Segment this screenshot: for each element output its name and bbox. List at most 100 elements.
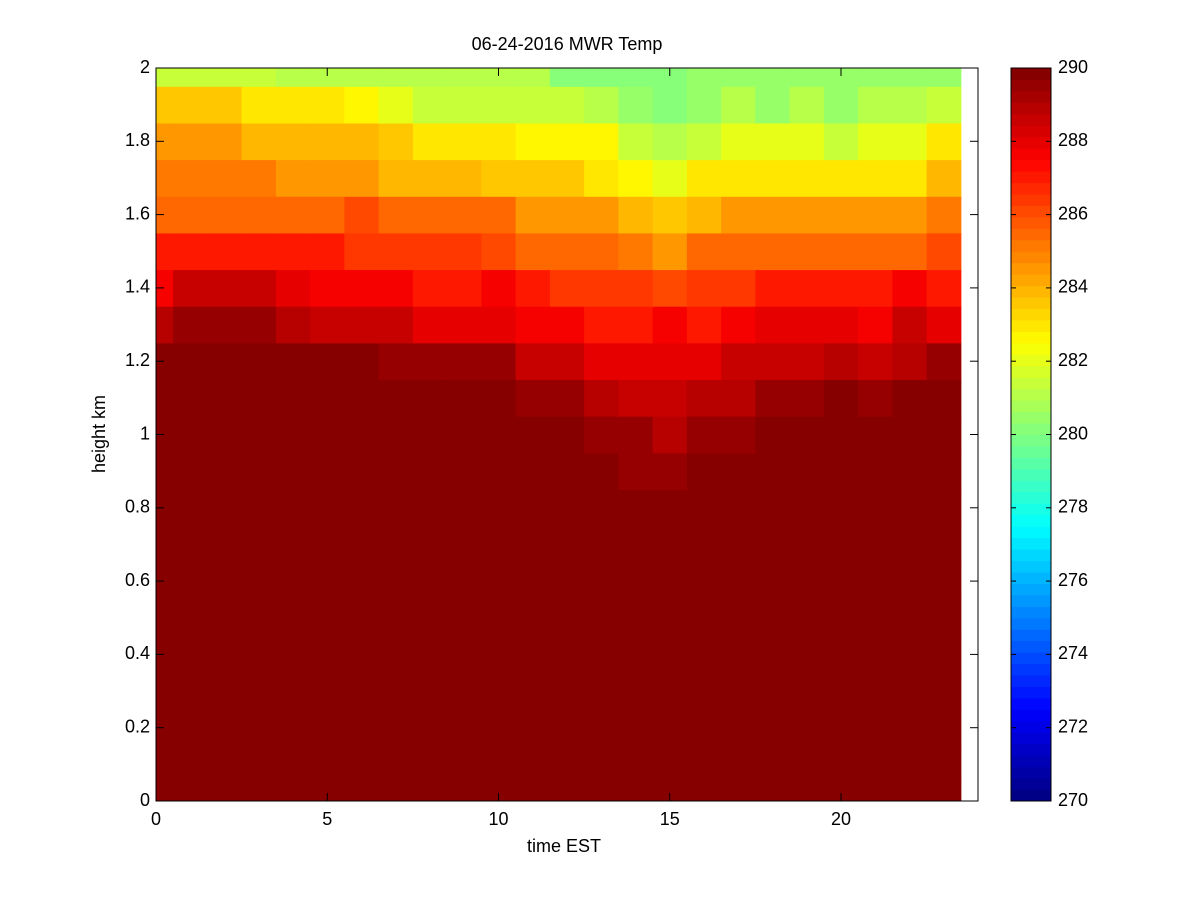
colorbar-swatch	[1011, 411, 1051, 424]
colorbar-swatch	[1011, 617, 1051, 630]
heatmap-cell	[789, 232, 825, 271]
heatmap-cell	[412, 416, 448, 454]
heatmap-cell	[378, 232, 414, 271]
chart-title: 06-24-2016 MWR Temp	[472, 34, 663, 54]
heatmap-cell	[447, 452, 482, 490]
heatmap-cell	[789, 379, 825, 417]
heatmap-cell	[823, 122, 859, 161]
heatmap-cell	[207, 86, 243, 124]
heatmap-cell	[858, 599, 893, 637]
heatmap-cell	[789, 342, 825, 381]
heatmap-cell	[652, 306, 688, 344]
heatmap-cell	[823, 452, 859, 490]
heatmap-cell	[618, 489, 654, 527]
heatmap-cell	[207, 306, 243, 344]
heatmap-cell	[755, 159, 791, 197]
y-tick-label: 1	[140, 423, 150, 443]
heatmap-cell	[173, 232, 208, 271]
heatmap-cell	[412, 159, 448, 197]
colorbar-swatch	[1011, 720, 1051, 733]
heatmap-cell	[584, 526, 619, 564]
heatmap-cell	[823, 599, 859, 637]
heatmap-cell	[549, 342, 585, 381]
heatmap-cell	[344, 416, 380, 454]
heatmap-cell	[892, 782, 928, 801]
heatmap-cell	[156, 122, 174, 161]
heatmap-cell	[412, 196, 448, 234]
heatmap-cell	[892, 379, 928, 417]
colorbar-swatch	[1011, 90, 1051, 103]
heatmap-cell	[892, 489, 928, 527]
heatmap-cell	[515, 232, 551, 271]
y-tick-label: 0	[140, 790, 150, 810]
heatmap-cell	[755, 306, 791, 344]
heatmap-cell	[156, 269, 174, 307]
heatmap-cell	[652, 122, 688, 161]
heatmap-cell	[858, 782, 893, 801]
heatmap-cell	[721, 416, 756, 454]
heatmap-cell	[344, 782, 380, 801]
heatmap-cell	[721, 526, 756, 564]
x-tick-label: 5	[322, 809, 332, 829]
colorbar-swatch	[1011, 709, 1051, 722]
heatmap-cell	[207, 159, 243, 197]
heatmap-cell	[584, 159, 619, 197]
heatmap-cell	[344, 562, 380, 600]
heatmap-cell	[584, 196, 619, 234]
colorbar-swatch	[1011, 79, 1051, 92]
heatmap-cell	[789, 746, 825, 784]
heatmap-cell	[823, 379, 859, 417]
heatmap-cell	[584, 342, 619, 381]
heatmap-cell	[515, 196, 551, 234]
heatmap-cell	[173, 526, 208, 564]
colorbar-swatch	[1011, 205, 1051, 218]
heatmap-cell	[481, 452, 517, 490]
heatmap-cell	[721, 342, 756, 381]
heatmap-cell	[823, 416, 859, 454]
heatmap-cell	[755, 232, 791, 271]
colorbar-swatch	[1011, 308, 1051, 321]
heatmap-cell	[173, 306, 208, 344]
heatmap-cell	[549, 599, 585, 637]
heatmap-cell	[156, 489, 174, 527]
heatmap-cell	[378, 526, 414, 564]
heatmap-cell	[310, 269, 345, 307]
heatmap-cell	[207, 342, 243, 381]
heatmap-cell	[755, 599, 791, 637]
heatmap-cell	[549, 122, 585, 161]
heatmap-cell	[755, 86, 791, 124]
colorbar-swatch	[1011, 400, 1051, 413]
colorbar-swatch	[1011, 491, 1051, 504]
heatmap-cell	[926, 342, 962, 381]
heatmap-cell	[926, 452, 962, 490]
heatmap-cell	[344, 452, 380, 490]
heatmap-cell	[173, 672, 208, 710]
heatmap-cell	[823, 782, 859, 801]
colorbar-tick-label: 282	[1058, 350, 1088, 370]
heatmap-cell	[686, 489, 722, 527]
colorbar-swatch	[1011, 354, 1051, 367]
heatmap-cell	[481, 562, 517, 600]
y-tick-label: 1.4	[125, 277, 150, 297]
heatmap-cell	[721, 452, 756, 490]
heatmap-cell	[652, 562, 688, 600]
heatmap-cell	[926, 159, 962, 197]
heatmap-cell	[618, 416, 654, 454]
heatmap-cell	[344, 746, 380, 784]
colorbar-tick-label: 276	[1058, 570, 1088, 590]
colorbar-swatch	[1011, 652, 1051, 665]
heatmap-cell	[549, 159, 585, 197]
heatmap-cell	[823, 709, 859, 747]
heatmap-cell	[275, 489, 311, 527]
heatmap-cell	[207, 636, 243, 674]
heatmap-cell	[173, 86, 208, 124]
heatmap-cell	[926, 68, 962, 87]
colorbar-swatch	[1011, 136, 1051, 149]
colorbar-swatch	[1011, 766, 1051, 779]
heatmap-cell	[207, 269, 243, 307]
heatmap-cell	[344, 526, 380, 564]
colorbar-swatch	[1011, 697, 1051, 710]
heatmap-cell	[310, 452, 345, 490]
heatmap-cell	[310, 416, 345, 454]
colorbar-swatch	[1011, 675, 1051, 687]
